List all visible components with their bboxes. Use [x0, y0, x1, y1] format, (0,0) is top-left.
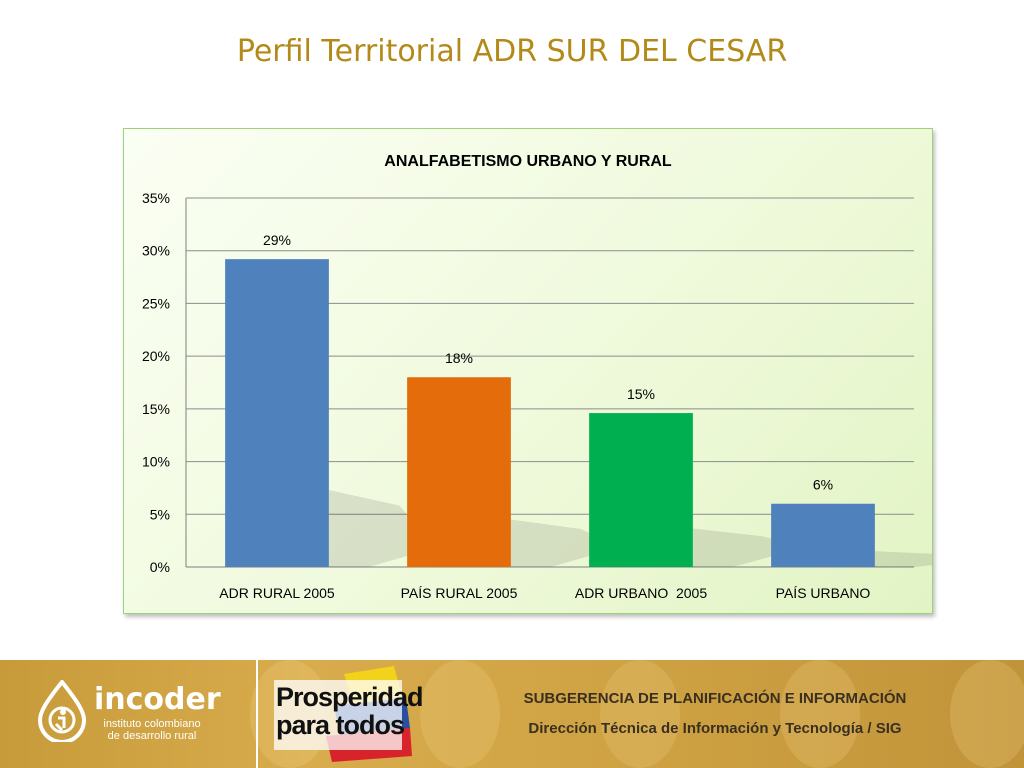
data-label: 6% [813, 477, 833, 493]
incoder-name: incoder [94, 682, 221, 717]
subgerencia-text: SUBGERENCIA DE PLANIFICACIÓN E INFORMACI… [523, 690, 907, 707]
data-label: 15% [627, 386, 655, 402]
bar [589, 413, 693, 567]
prosperidad-line-1: Prosperidad [276, 682, 424, 712]
bar-shadow [692, 528, 803, 567]
footer-banner: incoder instituto colombiano de desarrol… [0, 660, 1024, 768]
incoder-subtitle: instituto colombiano de desarrollo rural [92, 718, 212, 742]
data-label: 29% [263, 232, 291, 248]
bar-shadow [874, 551, 932, 567]
bar [225, 259, 329, 567]
footer-divider [256, 660, 258, 768]
y-tick-label: 15% [142, 401, 170, 417]
chart-container: ANALFABETISMO URBANO Y RURAL 0% 5% 10% 15% 2… [123, 128, 933, 614]
incoder-logo-icon [37, 680, 87, 742]
bar-chart: ANALFABETISMO URBANO Y RURAL 0% 5% 10% 15% 2… [142, 153, 932, 601]
bar-shadow [510, 519, 621, 567]
prosperidad-line-2: para todos [276, 710, 405, 740]
y-tick-label: 35% [142, 190, 170, 206]
data-label: 18% [445, 350, 473, 366]
y-tick-label: 30% [142, 243, 170, 259]
y-tick-label: 5% [150, 506, 170, 522]
y-tick-label: 25% [142, 295, 170, 311]
x-tick-label: PAÍS RURAL 2005 [401, 585, 518, 601]
chart-title: ANALFABETISMO URBANO Y RURAL [384, 153, 672, 170]
bar [407, 377, 511, 567]
slide-title: Perfil Territorial ADR SUR DEL CESAR [236, 34, 788, 69]
direccion-text: Dirección Técnica de Información y Tecno… [528, 720, 902, 737]
bar [771, 503, 875, 567]
x-tick-label: ADR URBANO 2005 [575, 585, 707, 601]
incoder-subtitle-line-1: instituto colombiano [103, 718, 201, 730]
incoder-subtitle-line-2: de desarrollo rural [107, 730, 197, 742]
prosperidad-logo-icon [274, 666, 412, 762]
y-tick-label: 10% [142, 454, 170, 470]
x-tick-label: ADR RURAL 2005 [219, 585, 335, 601]
y-tick-label: 20% [142, 348, 170, 364]
x-tick-label: PAÍS URBANO [776, 585, 871, 601]
y-tick-label: 0% [150, 559, 170, 575]
